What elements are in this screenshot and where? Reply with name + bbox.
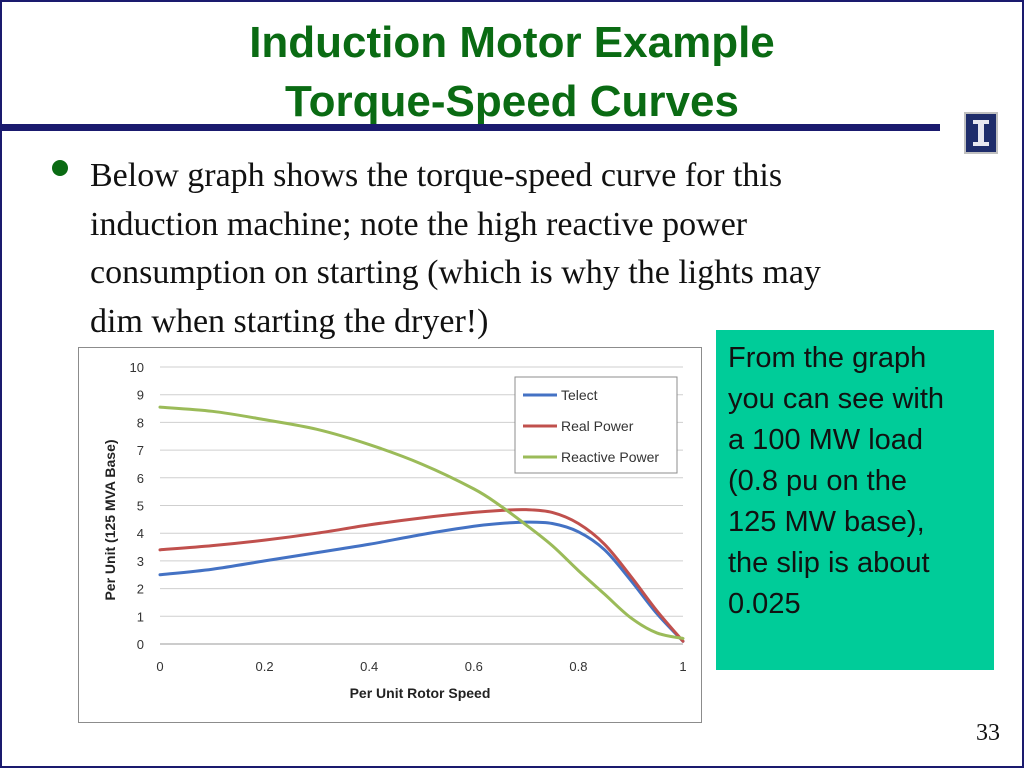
bullet-line: dim when starting the dryer!)	[90, 302, 489, 340]
y-tick-label: 10	[130, 360, 144, 375]
chart-series	[158, 405, 685, 643]
x-tick-label: 0	[156, 659, 163, 674]
series-line-real-power	[158, 508, 685, 643]
callout-line: 125 MW base),	[728, 506, 925, 538]
page-number: 33	[976, 720, 1000, 746]
series-line-telect	[158, 520, 685, 643]
y-tick-label: 8	[137, 415, 144, 430]
chart-grid	[160, 366, 683, 645]
y-tick-label: 2	[137, 582, 144, 597]
y-tick-labels: 0 1 2 3 4 5 6 7 8 9 10	[130, 360, 144, 652]
callout-line: 0.025	[728, 588, 801, 620]
legend-label-telect: Telect	[561, 387, 598, 403]
chart-legend: Telect Real Power Reactive Power	[514, 376, 678, 474]
bullet-text: Below graph shows the torque-speed curve…	[90, 152, 960, 346]
y-tick-label: 5	[137, 499, 144, 514]
y-tick-label: 0	[137, 637, 144, 652]
bullet-line: Below graph shows the torque-speed curve…	[90, 157, 783, 194]
university-logo-icon	[964, 112, 998, 154]
x-axis-label: Per Unit Rotor Speed	[350, 685, 491, 701]
callout-box: From the graph you can see with a 100 MW…	[716, 330, 994, 670]
x-tick-label: 0.2	[256, 659, 274, 674]
callout-line: From the graph	[728, 342, 927, 374]
y-tick-label: 7	[137, 443, 144, 458]
slide-title-line2: Torque-Speed Curves	[285, 77, 739, 126]
x-tick-label: 0.6	[465, 659, 483, 674]
slide-title-line1: Induction Motor Example	[249, 18, 775, 67]
y-tick-label: 1	[137, 609, 144, 624]
callout-text: From the graph you can see with a 100 MW…	[728, 338, 990, 625]
y-axis-label: Per Unit (125 MVA Base)	[102, 439, 118, 600]
callout-line: you can see with	[728, 383, 945, 415]
y-tick-label: 3	[137, 554, 144, 569]
legend-label-reactive-power: Reactive Power	[561, 449, 659, 465]
y-tick-label: 4	[137, 526, 144, 541]
x-tick-label: 0.8	[569, 659, 587, 674]
y-tick-label: 9	[137, 388, 144, 403]
torque-speed-chart: 0 1 2 3 4 5 6 7 8 9 10 0 0.2 0.4 0.6 0.8 1 Per Unit Rot…	[78, 347, 702, 723]
title-divider	[2, 124, 940, 131]
callout-line: a 100 MW load	[728, 424, 924, 456]
x-tick-label: 0.4	[360, 659, 378, 674]
y-tick-label: 6	[137, 471, 144, 486]
chart-svg: 0 1 2 3 4 5 6 7 8 9 10 0 0.2 0.4 0.6 0.8 1 Per Unit Rot…	[102, 360, 687, 701]
legend-label-real-power: Real Power	[561, 418, 634, 434]
callout-line: (0.8 pu on the	[728, 465, 907, 497]
x-tick-labels: 0 0.2 0.4 0.6 0.8 1	[156, 659, 686, 674]
bullet-icon	[52, 160, 68, 176]
bullet-line: induction machine; note the high reactiv…	[90, 205, 748, 243]
callout-line: the slip is about	[728, 547, 930, 579]
bullet-line: consumption on starting (which is why th…	[90, 254, 821, 291]
series-line-reactive-power	[158, 405, 685, 640]
x-tick-label: 1	[679, 659, 686, 674]
